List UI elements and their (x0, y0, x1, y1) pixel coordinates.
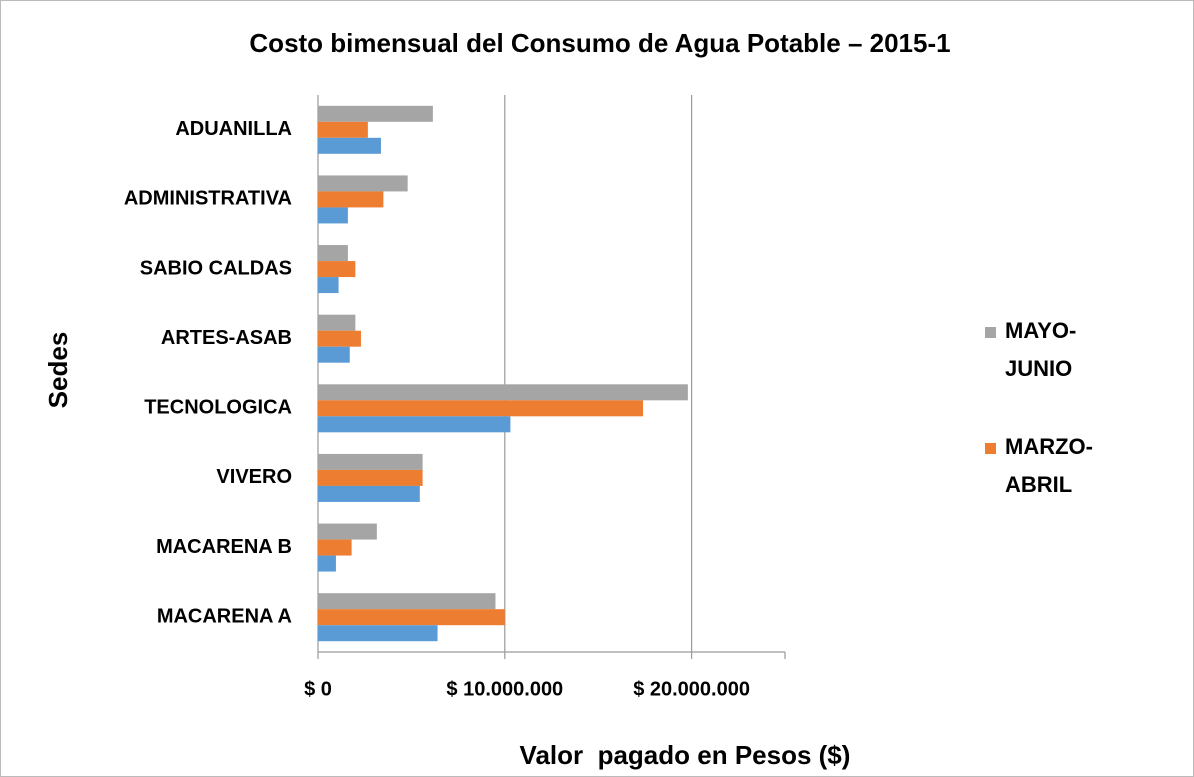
y-tick-label: ADMINISTRATIVA (124, 188, 292, 210)
bar (318, 314, 356, 331)
y-tick-label: VIVERO (216, 466, 292, 488)
y-tick-label: MACARENA B (156, 536, 292, 558)
bar (318, 245, 348, 262)
bar (318, 416, 511, 433)
legend-item: MARZO-ABRIL (985, 428, 1115, 504)
legend-label: MAYO-JUNIO (1005, 318, 1077, 381)
bar (318, 207, 348, 224)
bar (318, 453, 423, 470)
bar (318, 384, 688, 401)
bar (318, 121, 368, 138)
bar (318, 346, 350, 363)
bar (318, 175, 408, 192)
bar (318, 277, 339, 294)
bar (318, 137, 381, 154)
x-tick-label: $ 0 (304, 678, 332, 700)
bar (318, 330, 361, 347)
legend-swatch (985, 443, 996, 454)
y-axis-title: Sedes (43, 332, 73, 409)
y-tick-label: ADUANILLA (175, 118, 292, 140)
bar (318, 261, 356, 278)
bar (318, 469, 423, 486)
bar (318, 593, 496, 610)
legend: MAYO-JUNIO MARZO-ABRIL (985, 312, 1115, 544)
y-tick-label: ARTES-ASAB (161, 327, 292, 349)
legend-swatch (985, 327, 996, 338)
bar (318, 609, 505, 626)
legend-label: MARZO-ABRIL (1005, 434, 1093, 497)
bar (318, 555, 336, 572)
bar (318, 191, 384, 208)
bar (318, 485, 420, 502)
x-tick-label: $ 20.000.000 (633, 678, 750, 700)
legend-item: MAYO-JUNIO (985, 312, 1115, 388)
x-axis-title: Valor pagado en Pesos ($) (520, 740, 851, 770)
bar (318, 523, 377, 540)
y-tick-label: SABIO CALDAS (140, 257, 292, 279)
bar (318, 625, 438, 642)
y-tick-label: MACARENA A (157, 605, 292, 627)
x-tick-label: $ 10.000.000 (446, 678, 563, 700)
bar (318, 539, 352, 556)
bar (318, 105, 433, 122)
y-tick-label: TECNOLOGICA (144, 397, 292, 419)
bar (318, 400, 644, 417)
chart-title: Costo bimensual del Consumo de Agua Pota… (249, 28, 950, 58)
